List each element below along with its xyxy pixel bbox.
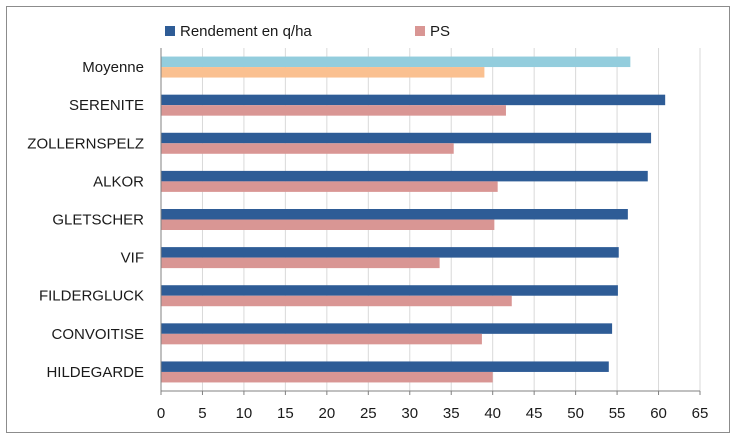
category-label: ZOLLERNSPELZ xyxy=(27,135,144,152)
legend-label-ps: PS xyxy=(430,23,450,40)
bars xyxy=(161,56,666,383)
x-tick-label: 35 xyxy=(443,405,460,422)
x-tick-label: 50 xyxy=(567,405,584,422)
legend[interactable]: Rendement en q/ha PS xyxy=(165,23,450,40)
bar-rendement-en-q-ha-hildegarde xyxy=(161,361,609,372)
bar-ps-serenite xyxy=(161,105,506,116)
bar-rendement-en-q-ha-convoitise xyxy=(161,323,613,334)
category-label: ALKOR xyxy=(93,173,144,190)
legend-swatch-rendement-en-q-ha xyxy=(165,26,175,36)
x-tick-label: 40 xyxy=(484,405,501,422)
x-tick-label: 0 xyxy=(157,405,165,422)
bar-rendement-en-q-ha-fildergluck xyxy=(161,285,618,296)
x-tick-label: 45 xyxy=(526,405,543,422)
x-axis: 0 5 10 15 20 25 30 35 40 45 50 55 60 65 xyxy=(157,48,709,422)
category-label: HILDEGARDE xyxy=(46,364,144,381)
category-label: GLETSCHER xyxy=(52,212,144,229)
x-tick-label: 55 xyxy=(609,405,626,422)
bar-ps-hildegarde xyxy=(161,371,493,383)
category-label: Moyenne xyxy=(82,59,144,76)
x-tick-label: 60 xyxy=(650,405,667,422)
bar-rendement-en-q-ha-vif xyxy=(161,247,619,258)
category-labels: Moyenne SERENITE ZOLLERNSPELZ ALKOR GLETSCHE… xyxy=(27,59,144,381)
bar-ps-zollernspelz xyxy=(161,143,454,154)
bar-ps-fildergluck xyxy=(161,295,512,307)
bar-ps-gletscher xyxy=(161,219,495,230)
legend-swatch-ps xyxy=(415,26,425,36)
bar-rendement-en-q-ha-alkor xyxy=(161,170,648,182)
clipped-top-edge xyxy=(0,0,735,6)
bar-ps-moyenne xyxy=(161,67,485,78)
category-label: CONVOITISE xyxy=(51,326,144,343)
category-label: SERENITE xyxy=(69,97,144,114)
bar-ps-convoitise xyxy=(161,333,482,345)
bar-rendement-en-q-ha-serenite xyxy=(161,94,666,106)
bar-ps-alkor xyxy=(161,181,498,192)
category-label: FILDERGLUCK xyxy=(39,288,144,305)
x-tick-label: 10 xyxy=(236,405,253,422)
bar-rendement-en-q-ha-zollernspelz xyxy=(161,132,652,144)
x-tick-label: 65 xyxy=(692,405,709,422)
x-tick-label: 5 xyxy=(198,405,206,422)
legend-label-rendement-en-q-ha: Rendement en q/ha xyxy=(180,23,312,40)
x-tick-label: 25 xyxy=(360,405,377,422)
category-label: VIF xyxy=(121,250,144,267)
bar-ps-vif xyxy=(161,257,440,269)
bar-rendement-en-q-ha-moyenne xyxy=(161,56,631,68)
bar-rendement-en-q-ha-gletscher xyxy=(161,209,628,220)
x-tick-label: 20 xyxy=(319,405,336,422)
x-tick-label: 15 xyxy=(277,405,294,422)
x-tick-label: 30 xyxy=(401,405,418,422)
